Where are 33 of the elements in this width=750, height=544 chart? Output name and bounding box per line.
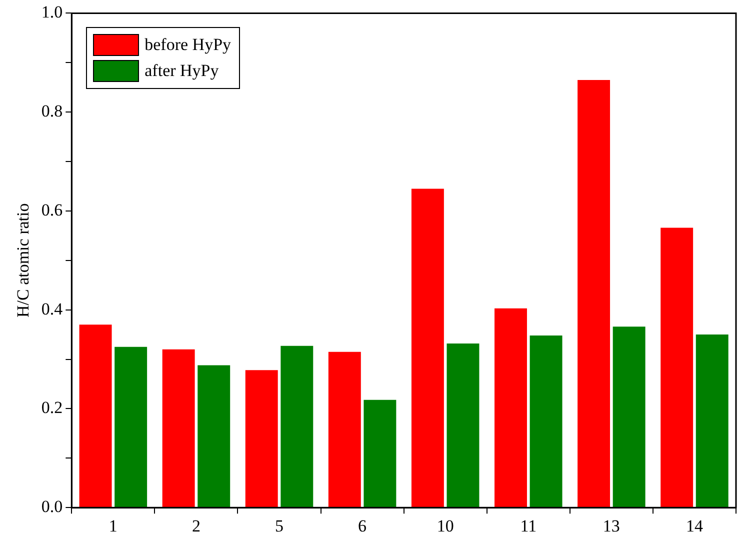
bar [79, 324, 112, 508]
x-tick-label: 11 [520, 516, 537, 536]
bar [328, 352, 361, 508]
x-tick-label: 13 [602, 516, 620, 536]
legend-label: before HyPy [144, 35, 232, 56]
bar [280, 346, 314, 508]
x-tick-label: 10 [436, 516, 454, 536]
bar [578, 80, 610, 508]
bar [660, 228, 694, 508]
bar [411, 188, 444, 508]
bar [494, 308, 527, 508]
y-tick-label: 0.6 [41, 200, 63, 220]
bar [162, 349, 195, 508]
y-tick-label: 0.0 [41, 497, 63, 516]
bar [446, 343, 480, 508]
bar [198, 365, 230, 508]
y-tick-label: 0.2 [41, 398, 63, 418]
x-tick-label: 6 [358, 516, 367, 536]
x-tick-label: 2 [192, 516, 200, 536]
x-tick-label: 14 [686, 516, 704, 536]
x-tick-label: 5 [275, 516, 284, 536]
bar [612, 326, 646, 508]
legend-label: after HyPy [144, 61, 219, 82]
y-tick-label: 1.0 [41, 2, 63, 22]
y-tick-label: 0.4 [41, 299, 64, 318]
y-tick-label: 0.8 [41, 102, 63, 121]
bar [114, 346, 148, 508]
x-tick-label: 1 [108, 516, 118, 536]
bar [530, 336, 562, 508]
y-axis-title: H/C atomic ratio [14, 203, 33, 318]
bar [364, 400, 396, 508]
bar [245, 370, 278, 508]
bar [696, 334, 728, 508]
